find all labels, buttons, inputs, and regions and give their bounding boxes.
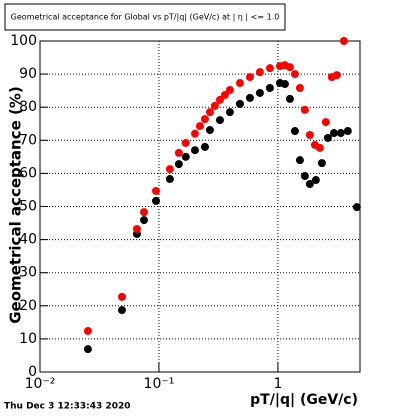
- data-point: [210, 101, 219, 110]
- y-tick-label: 30: [19, 265, 37, 281]
- data-point: [205, 108, 214, 117]
- data-point: [285, 94, 294, 103]
- data-point: [205, 126, 214, 135]
- data-point: [329, 129, 338, 138]
- data-point: [352, 203, 361, 212]
- data-point: [295, 84, 304, 93]
- data-point: [132, 225, 141, 234]
- data-point: [190, 129, 199, 138]
- data-point: [181, 152, 190, 161]
- data-point: [225, 108, 234, 117]
- x-tick-label: 10⁻²: [25, 376, 56, 392]
- data-point: [200, 142, 209, 151]
- y-axis-label: Geometrical acceptance (%): [7, 86, 25, 324]
- y-tick-label: 100: [10, 33, 37, 49]
- data-point: [215, 95, 224, 104]
- data-point: [343, 127, 352, 136]
- data-point: [215, 116, 224, 125]
- data-point: [165, 165, 174, 174]
- y-tick-label: 70: [19, 132, 37, 148]
- data-point: [305, 179, 314, 188]
- data-point: [245, 73, 254, 82]
- data-point: [305, 131, 314, 140]
- data-point: [290, 70, 299, 79]
- y-tick-label: 20: [19, 298, 37, 314]
- data-point: [225, 85, 234, 94]
- data-point: [300, 105, 309, 114]
- data-point: [317, 159, 326, 168]
- data-point: [290, 127, 299, 136]
- data-point: [165, 175, 174, 184]
- data-point: [295, 156, 304, 165]
- x-axis-label: pT/|q| (GeV/c): [250, 392, 358, 408]
- y-tick-label: 80: [19, 99, 37, 115]
- data-point: [140, 208, 149, 217]
- data-point: [174, 160, 183, 169]
- y-tick-label: 10: [19, 331, 37, 347]
- data-point: [220, 90, 229, 99]
- y-tick-label: 60: [19, 165, 37, 181]
- data-point: [323, 133, 332, 142]
- data-point: [280, 80, 289, 89]
- data-point: [83, 345, 92, 354]
- data-point: [285, 63, 294, 72]
- data-point: [195, 122, 204, 131]
- data-point: [235, 79, 244, 88]
- data-point: [336, 129, 345, 138]
- y-tick-label: 0: [28, 364, 37, 380]
- chart-title: Geometrical acceptance for Global vs pT/…: [11, 13, 280, 22]
- data-point: [300, 172, 309, 181]
- x-tick-label: 10⁻¹: [144, 376, 175, 392]
- title-box: [4, 3, 286, 31]
- y-tick-label: 90: [19, 66, 37, 82]
- data-point: [181, 138, 190, 147]
- y-tick-label: 40: [19, 232, 37, 248]
- y-tick-label: 50: [19, 199, 37, 215]
- data-point: [311, 176, 320, 185]
- data-point: [140, 216, 149, 225]
- timestamp: Thu Dec 3 12:33:43 2020: [4, 402, 130, 412]
- data-point: [255, 88, 264, 97]
- data-point: [200, 115, 209, 124]
- data-point: [117, 306, 126, 315]
- data-point: [265, 84, 274, 93]
- data-point: [190, 146, 199, 155]
- data-point: [151, 196, 160, 205]
- data-point: [245, 93, 254, 102]
- data-point: [255, 68, 264, 77]
- data-point: [117, 292, 126, 301]
- data-point: [151, 186, 160, 195]
- data-point: [332, 71, 341, 80]
- data-point: [174, 148, 183, 157]
- x-tick-label: 1: [273, 376, 282, 392]
- data-point: [265, 64, 274, 73]
- data-point: [315, 143, 324, 152]
- data-point: [83, 326, 92, 335]
- data-point: [339, 37, 348, 45]
- data-point: [235, 99, 244, 108]
- data-point: [321, 118, 330, 127]
